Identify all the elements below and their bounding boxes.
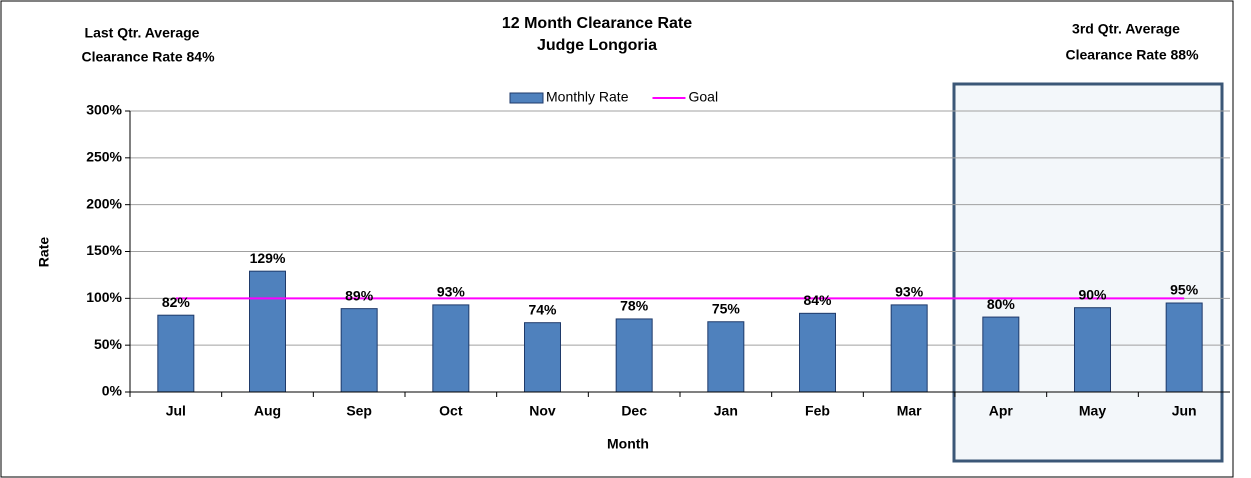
data-label: 95%	[1170, 282, 1199, 298]
annotation: Last Qtr. Average	[85, 25, 200, 41]
bar	[982, 316, 1020, 393]
legend-swatch	[509, 92, 544, 104]
y-tick-label: 150%	[86, 242, 122, 258]
data-label: 89%	[345, 287, 374, 303]
chart-subtitle: Judge Longoria	[537, 37, 657, 54]
bar	[432, 304, 470, 393]
annotation: Clearance Rate 88%	[1065, 47, 1199, 63]
x-tick-label: Jan	[714, 403, 738, 419]
x-tick-label: Mar	[897, 403, 922, 419]
x-tick-label: Jun	[1172, 403, 1197, 419]
bar	[890, 304, 928, 393]
bar	[799, 312, 836, 393]
x-axis-label: Month	[607, 436, 649, 452]
y-tick-label: 300%	[86, 102, 122, 118]
x-tick-label: Aug	[254, 403, 281, 419]
legend-label: Goal	[688, 89, 718, 105]
y-tick-label: 100%	[86, 289, 122, 305]
bar	[340, 308, 378, 393]
bar	[615, 318, 653, 393]
x-tick-label: Oct	[439, 403, 463, 419]
data-label: 80%	[987, 296, 1016, 312]
annotation: 3rd Qtr. Average	[1072, 21, 1180, 37]
chart-title: 12 Month Clearance Rate	[502, 15, 692, 32]
y-tick-label: 0%	[102, 383, 123, 399]
quarter-highlight	[952, 82, 1224, 463]
bar	[1074, 307, 1111, 393]
bar	[157, 314, 195, 393]
bar	[524, 322, 561, 393]
data-label: 93%	[895, 284, 924, 300]
x-tick-label: Sep	[346, 403, 372, 419]
annotation: Clearance Rate 84%	[81, 49, 215, 65]
x-tick-label: May	[1079, 403, 1106, 419]
data-label: 82%	[162, 294, 191, 310]
x-tick-label: Apr	[989, 403, 1014, 419]
bar	[249, 270, 286, 393]
y-axis-label: Rate	[36, 237, 52, 268]
legend-label: Monthly Rate	[546, 89, 629, 105]
bar	[1165, 302, 1203, 393]
bar	[707, 321, 745, 393]
x-tick-label: Nov	[529, 403, 556, 419]
data-label: 75%	[712, 300, 741, 316]
data-label: 93%	[437, 284, 466, 300]
y-tick-label: 200%	[86, 195, 122, 211]
x-tick-label: Jul	[166, 403, 186, 419]
data-label: 129%	[250, 250, 286, 266]
data-label: 74%	[528, 301, 557, 317]
y-tick-label: 250%	[86, 149, 122, 165]
data-label: 90%	[1078, 286, 1107, 302]
x-tick-label: Dec	[621, 403, 647, 419]
data-label: 78%	[620, 298, 649, 314]
y-tick-label: 50%	[94, 336, 123, 352]
x-tick-label: Feb	[805, 403, 830, 419]
data-label: 84%	[803, 292, 832, 308]
